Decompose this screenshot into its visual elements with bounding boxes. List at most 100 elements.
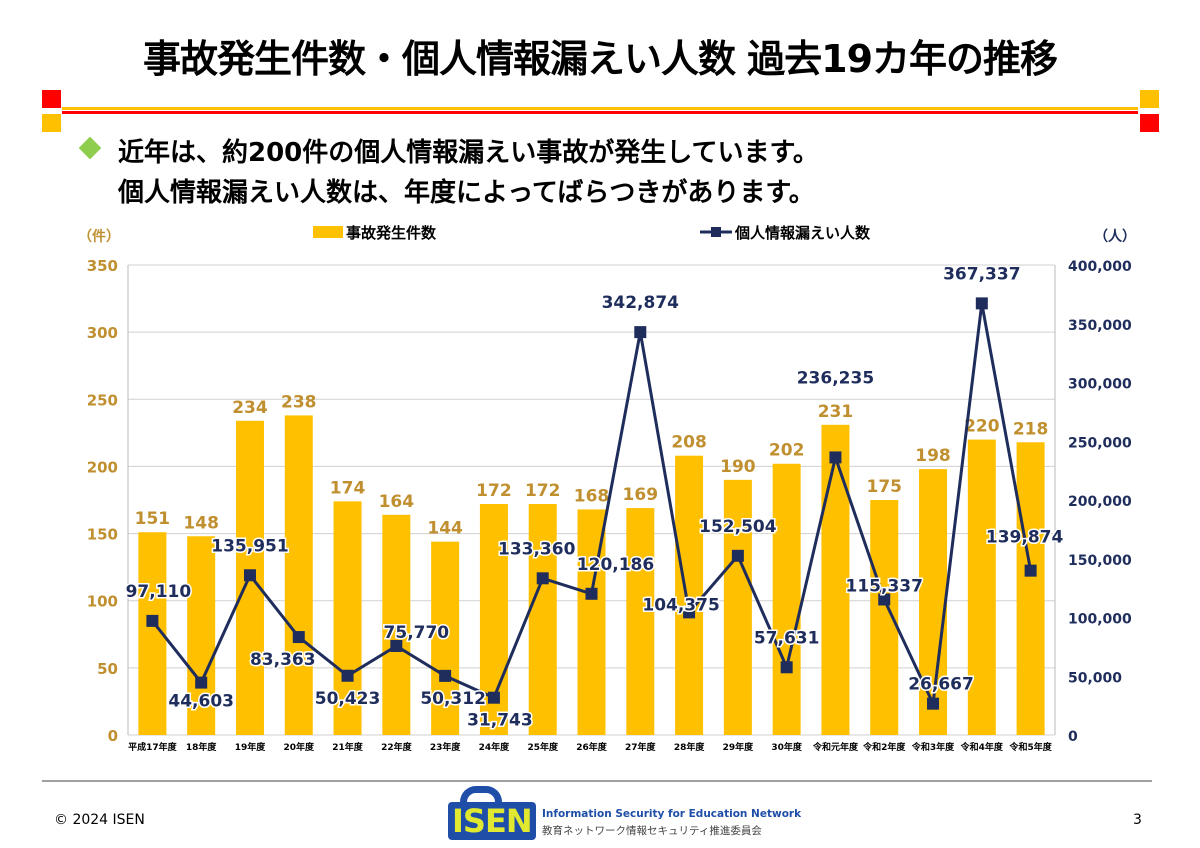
deco-square <box>42 114 61 132</box>
legend-line-label: 個人情報漏えい人数 <box>734 224 871 242</box>
logo-jp: 教育ネットワーク情報セキュリティ推進委員会 <box>542 825 762 837</box>
legend-bar-label: 事故発生件数 <box>346 224 437 242</box>
bar-data-label: 234 <box>232 398 268 418</box>
right-tick-label: 200,000 <box>1068 494 1132 510</box>
line-data-label: 342,874 <box>602 293 680 313</box>
x-tick-label: 平成17年度 <box>128 741 178 753</box>
line-marker <box>536 572 549 585</box>
logo-text: ISEN <box>452 802 533 840</box>
deco-square <box>1140 114 1159 132</box>
line-data-label: 367,337 <box>943 264 1020 284</box>
line-marker <box>780 661 793 674</box>
bar-data-label: 151 <box>135 509 171 529</box>
x-tick-label: 19年度 <box>235 741 267 753</box>
bar-data-label: 202 <box>769 441 805 461</box>
x-tick-label: 20年度 <box>283 741 315 753</box>
line-data-label: 97,110 <box>126 582 192 602</box>
page-number: 3 <box>1133 812 1142 828</box>
right-tick-label: 100,000 <box>1068 612 1132 628</box>
line-marker <box>292 631 305 644</box>
line-marker <box>341 669 354 682</box>
line-data-label: 50,312 <box>420 689 486 709</box>
bar <box>382 514 411 735</box>
bar <box>284 415 313 735</box>
bar-data-label: 174 <box>330 478 366 498</box>
x-tick-label: 25年度 <box>527 741 559 753</box>
bar-data-label: 172 <box>476 481 512 501</box>
x-tick-label: 令和3年度 <box>911 741 955 753</box>
line-marker <box>585 587 598 600</box>
right-tick-label: 350,000 <box>1068 318 1132 334</box>
left-tick-label: 150 <box>87 526 118 544</box>
bar-data-label: 190 <box>720 457 756 477</box>
right-tick-label: 150,000 <box>1068 553 1132 569</box>
bar-data-label: 220 <box>964 417 1000 437</box>
page-title: 事故発生件数・個人情報漏えい人数 過去19カ年の推移 <box>142 37 1058 81</box>
line-data-label: 83,363 <box>250 650 316 670</box>
bar-data-label: 169 <box>623 485 659 505</box>
left-tick-label: 300 <box>87 324 118 342</box>
x-tick-label: 令和元年度 <box>812 741 859 753</box>
x-tick-label: 令和4年度 <box>960 741 1004 753</box>
line-data-label: 236,235 <box>797 368 874 388</box>
bar <box>528 504 557 735</box>
line-data-label: 31,743 <box>467 711 533 731</box>
bar-data-label: 208 <box>671 433 707 453</box>
line-data-label: 75,770 <box>384 623 450 643</box>
line-data-label: 104,375 <box>642 595 719 615</box>
x-tick-label: 29年度 <box>723 741 755 753</box>
x-tick-label: 令和5年度 <box>1008 741 1052 753</box>
bar <box>723 479 752 735</box>
bar-data-label: 218 <box>1013 419 1049 439</box>
bullet-text: 近年は、約200件の個人情報漏えい事故が発生しています。 <box>118 138 819 168</box>
right-tick-label: 400,000 <box>1068 259 1132 275</box>
line-marker <box>683 606 696 619</box>
bar-data-label: 164 <box>379 492 415 512</box>
bar-data-label: 175 <box>866 477 902 497</box>
bar <box>187 536 216 735</box>
line-data-label: 115,337 <box>846 576 923 596</box>
line-marker <box>1024 564 1037 577</box>
bar-data-label: 172 <box>525 481 561 501</box>
line-marker <box>829 451 842 464</box>
bar <box>967 439 996 735</box>
bar <box>821 424 850 735</box>
line-data-label: 135,951 <box>211 536 288 556</box>
line-marker <box>731 549 744 562</box>
right-tick-label: 0 <box>1068 729 1078 745</box>
line-data-label: 139,874 <box>986 528 1064 548</box>
bar-data-label: 144 <box>427 519 463 539</box>
x-tick-label: 24年度 <box>479 741 511 753</box>
chart: 0 50 100 150 200 250 300 350 0 50,000 100,000 150,0… <box>78 224 1136 753</box>
left-tick-label: 250 <box>87 391 118 409</box>
line-marker <box>878 593 891 606</box>
x-tick-label: 27年度 <box>625 741 657 753</box>
bar <box>675 455 704 735</box>
line-marker <box>390 639 403 652</box>
bar-data-label: 148 <box>183 513 219 533</box>
bar-data-label: 231 <box>818 402 854 422</box>
bar <box>431 541 460 735</box>
line-marker <box>927 697 940 710</box>
line-data-label: 44,603 <box>168 692 234 712</box>
line-marker <box>146 614 159 627</box>
left-tick-label: 50 <box>97 660 118 678</box>
x-tick-label: 30年度 <box>771 741 803 753</box>
divider <box>62 111 1138 114</box>
left-tick-label: 200 <box>87 458 118 476</box>
x-tick-label: 22年度 <box>381 741 413 753</box>
line-data-label: 133,360 <box>498 539 576 559</box>
bar <box>919 469 948 735</box>
line-data-label: 120,186 <box>577 555 654 575</box>
x-tick-label: 28年度 <box>674 741 706 753</box>
line-marker <box>975 297 988 310</box>
line-marker <box>243 569 256 582</box>
bar-data-label: 238 <box>281 392 317 412</box>
x-tick-label: 23年度 <box>430 741 462 753</box>
x-tick-label: 21年度 <box>332 741 364 753</box>
line-marker <box>487 691 500 704</box>
line-data-label: 26,667 <box>908 675 974 695</box>
footer-divider <box>42 780 1152 782</box>
bullet-text: 個人情報漏えい人数は、年度によってばらつきがあります。 <box>118 178 815 208</box>
bar <box>772 463 801 735</box>
